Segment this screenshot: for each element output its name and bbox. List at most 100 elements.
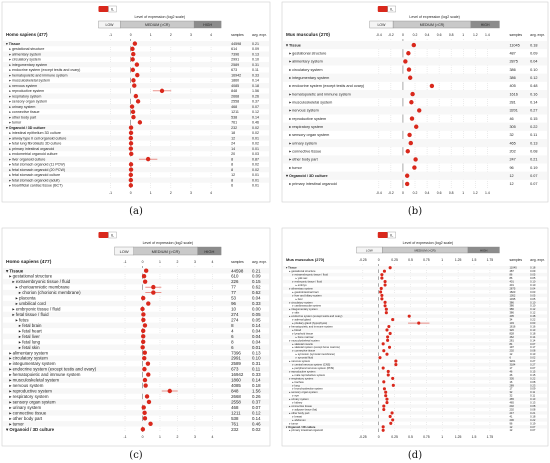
row-label: ▸ circulatory system — [289, 300, 313, 304]
row-avg-expr-value: 0.21 — [530, 411, 536, 415]
data-point — [131, 78, 136, 83]
data-point — [130, 109, 136, 115]
row-avg-expr-value: 0.04 — [252, 339, 261, 344]
row-label: ▸ reproductive system — [9, 89, 44, 93]
row-samples-value: 386 — [509, 304, 514, 308]
data-point — [129, 151, 134, 157]
row-avg-expr-value: 0.08 — [530, 407, 536, 411]
row-samples-value: 202 — [509, 404, 514, 408]
data-point — [384, 307, 388, 311]
row-avg-expr-value: 0.18 — [530, 43, 537, 47]
row-samples-value: 386 — [509, 68, 515, 72]
row-avg-expr-value: 0.12 — [252, 410, 261, 415]
row-avg-expr-value: 0.02 — [252, 126, 259, 130]
row-samples-value: 17 — [509, 387, 512, 391]
row-samples-value: 8 — [231, 323, 234, 328]
row-stripe — [283, 90, 547, 99]
row-label: ▸ central nervous system (CNS) — [292, 363, 330, 367]
row-label: ▸ urinary system — [289, 141, 317, 145]
data-point — [141, 334, 146, 339]
data-point — [387, 324, 391, 329]
row-avg-expr-value: 0.07 — [252, 405, 261, 410]
data-point — [381, 342, 385, 346]
row-label: ▸ integumentary system — [289, 76, 329, 80]
row-avg-expr-value: 0.10 — [252, 356, 261, 361]
row-label: ▸ skeletal muscle — [292, 342, 313, 346]
row-label: ▸ liver and biliary system — [292, 293, 322, 297]
row-avg-expr-value: 0.07 — [530, 428, 536, 432]
row-avg-expr-value: 0.46 — [252, 421, 261, 426]
expression-band-label: HIGH — [203, 23, 212, 27]
x-tick-label: 1.4 — [485, 33, 490, 37]
row-stripe — [283, 404, 547, 408]
row-samples-value: 12 — [231, 136, 235, 140]
row-avg-expr-value: 0.19 — [530, 421, 536, 425]
row-samples-value: 281 — [509, 338, 514, 342]
row-label: ▸ alimentary system — [9, 350, 48, 355]
row-avg-expr-value: 0.09 — [252, 274, 261, 279]
row-samples-value: 761 — [231, 421, 239, 426]
row-samples-value: 305 — [509, 376, 514, 380]
row-stripe — [283, 57, 547, 66]
x-tick-label-bottom: 0.2 — [413, 191, 418, 195]
row-avg-expr-value: 0.07 — [530, 174, 537, 178]
row-samples-value: 12 — [509, 352, 512, 356]
row-avg-expr-value: 0.12 — [530, 307, 536, 311]
row-avg-expr-value: 0.14 — [252, 115, 259, 119]
x-tick-label: 0.8 — [449, 33, 454, 37]
row-stripe — [3, 344, 269, 350]
row-samples-value: 44598 — [231, 268, 244, 273]
row-samples-value: 103 — [509, 321, 514, 325]
data-point — [388, 414, 392, 418]
data-point — [391, 318, 395, 322]
x-tick-label: 3 — [190, 33, 192, 37]
row-samples-value: 12 — [509, 182, 513, 186]
row-label: ▸ reproductive system — [9, 389, 52, 394]
row-stripe — [3, 125, 269, 131]
x-tick-label: 0.5 — [408, 258, 413, 262]
row-avg-expr-value: 0.02 — [252, 142, 259, 146]
row-label: ▸ synovium (synovial membrane) — [296, 352, 335, 356]
row-samples-value: 20 — [231, 152, 235, 156]
row-avg-expr-value: 0.04 — [252, 328, 261, 333]
x-tick-label: 2 — [177, 260, 179, 264]
row-label: ▸ urinary system — [9, 405, 41, 410]
row-label: ▸ liver — [296, 297, 303, 301]
row-label: ▾ Tissue — [285, 266, 297, 270]
row-avg-expr-value: 0.22 — [530, 418, 536, 422]
row-stripe — [3, 377, 269, 383]
row-samples-value: 2558 — [231, 100, 239, 104]
data-point — [386, 369, 390, 374]
row-label: ▸ gestational structure — [289, 269, 316, 273]
row-label: ▸ musculoskeletal system — [9, 378, 59, 383]
row-samples-value: 2668 — [231, 94, 239, 98]
row-samples-value: 96 — [509, 166, 513, 170]
legend-badge-box — [387, 5, 396, 13]
panel-caption: (b) — [408, 206, 422, 217]
x-tick-label: 1 — [441, 258, 443, 262]
row-samples-value: 16 — [509, 380, 512, 384]
row-stripe — [3, 410, 269, 416]
row-avg-expr-value: 0.10 — [530, 68, 537, 72]
row-label: ▸ lymphoid tissue — [292, 331, 313, 335]
row-samples-value: 538 — [231, 416, 239, 421]
data-point — [407, 75, 413, 80]
row-samples-value: 2991 — [231, 356, 241, 361]
row-avg-expr-value: 0.02 — [252, 427, 261, 432]
row-stripe — [3, 278, 269, 285]
row-label: ▸ hematopoietic and immune system — [9, 372, 81, 377]
row-label: ▸ hematopoietic and immune system — [289, 324, 333, 328]
data-point — [137, 120, 143, 125]
data-point — [407, 314, 411, 318]
row-avg-expr-value: 0.15 — [530, 369, 536, 373]
row-avg-expr-value: 0.04 — [252, 334, 261, 339]
x-axis-label: Level of expression (log2 scale) — [403, 241, 454, 245]
expression-band-label: LOW — [366, 248, 373, 252]
data-point — [128, 177, 134, 183]
row-avg-expr-value: 0.02 — [252, 168, 259, 172]
row-samples-value: 465 — [509, 397, 514, 401]
x-tick-label: -1 — [124, 260, 127, 264]
row-samples-value: 14 — [231, 147, 235, 151]
row-stripe — [3, 104, 269, 110]
x-tick-label: 2 — [170, 33, 172, 37]
